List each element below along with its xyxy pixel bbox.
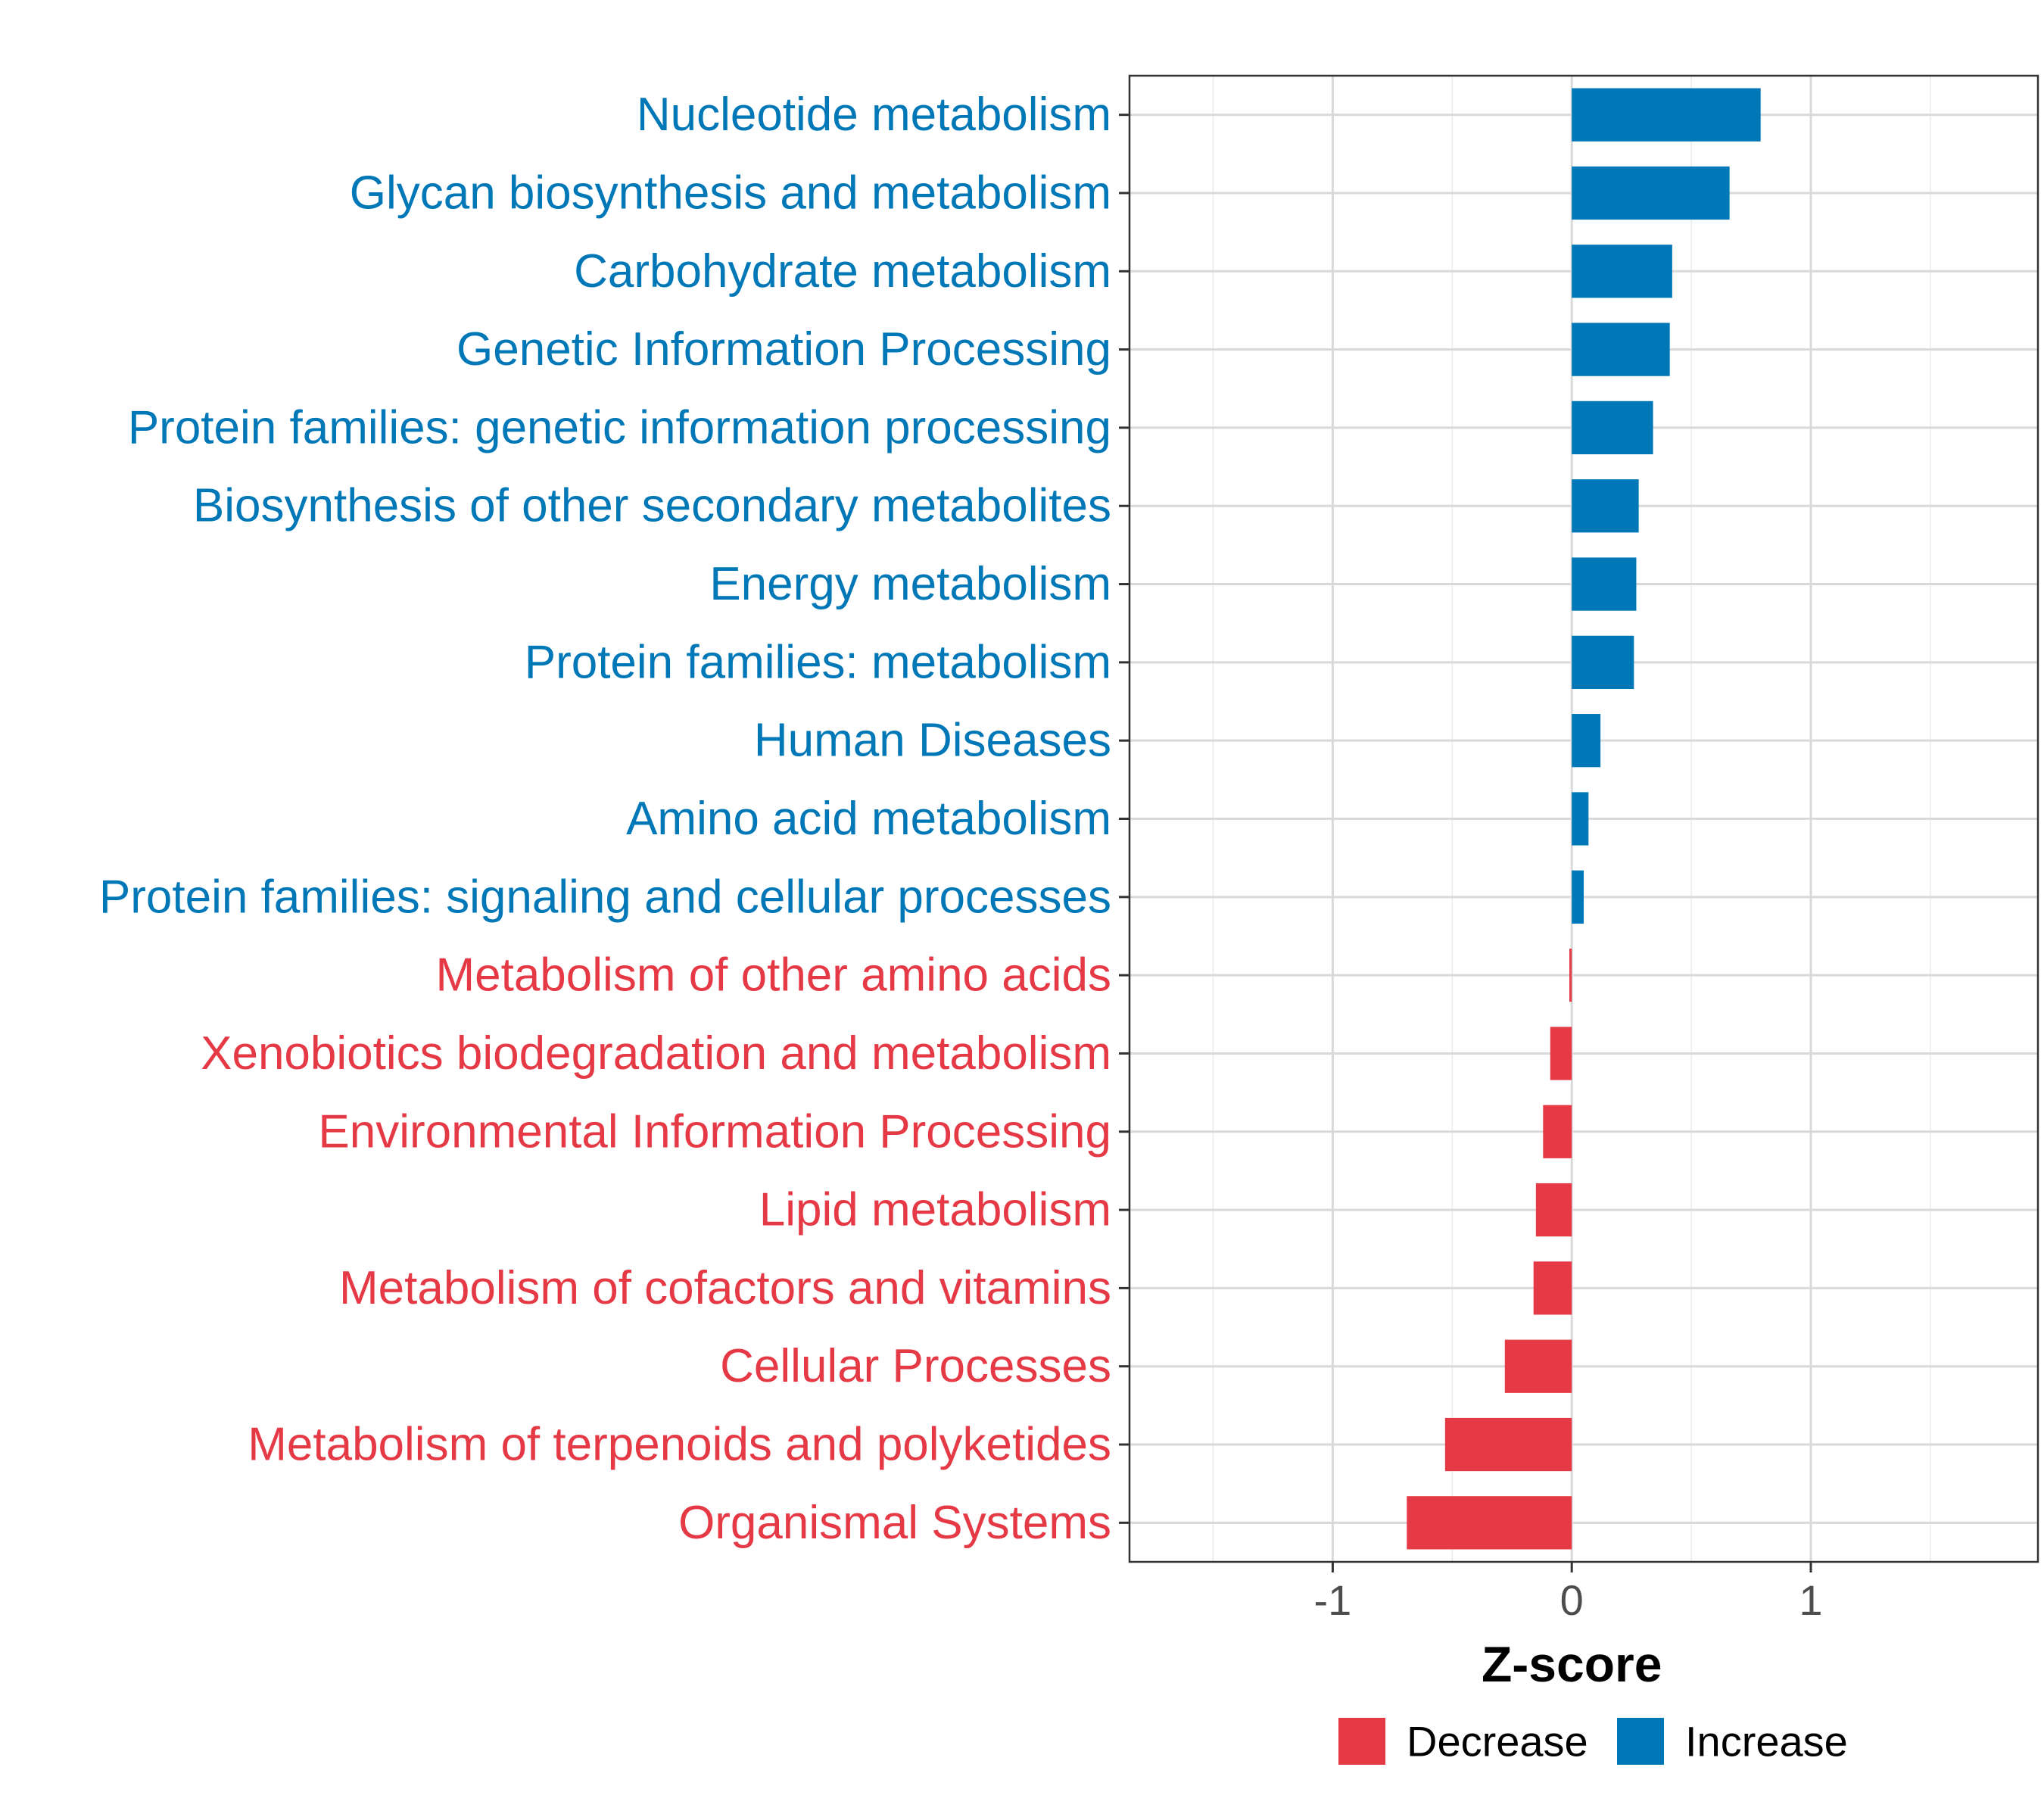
bar (1535, 1183, 1572, 1237)
y-tick-label: Energy metabolism (709, 558, 1111, 610)
y-tick-label: Protein families: signaling and cellular… (99, 871, 1111, 923)
bar (1550, 1027, 1572, 1080)
x-axis: -1 0 1 (1314, 1562, 1823, 1624)
y-tick-label: Organismal Systems (678, 1497, 1111, 1549)
bar (1572, 557, 1637, 611)
y-tick-label: Metabolism of terpenoids and polyketides (248, 1419, 1111, 1471)
y-tick-label: Metabolism of cofactors and vitamins (339, 1262, 1111, 1314)
bar (1572, 88, 1761, 142)
y-tick-label: Glycan biosynthesis and metabolism (350, 167, 1111, 219)
bar (1543, 1105, 1572, 1158)
bar (1572, 245, 1672, 298)
y-axis: Nucleotide metabolism Glycan biosynthesis… (99, 89, 1129, 1549)
y-tick-label: Protein families: genetic information pr… (128, 401, 1111, 453)
y-tick-label: Amino acid metabolism (626, 793, 1111, 845)
bar (1572, 870, 1584, 924)
y-tick-label: Nucleotide metabolism (637, 89, 1111, 141)
legend-swatch-decrease (1338, 1718, 1385, 1765)
y-tick-label: Carbohydrate metabolism (574, 245, 1111, 298)
bar (1572, 792, 1589, 846)
y-tick-label: Xenobiotics biodegradation and metabolis… (201, 1027, 1111, 1080)
bar (1572, 714, 1601, 768)
bar (1444, 1417, 1572, 1472)
legend-swatch-increase (1617, 1718, 1664, 1765)
x-tick-label: 1 (1799, 1576, 1822, 1624)
x-axis-title: Z-score (1482, 1636, 1662, 1692)
legend-label-increase: Increase (1685, 1718, 1848, 1766)
legend-label-decrease: Decrease (1407, 1718, 1588, 1766)
y-tick-label: Biosynthesis of other secondary metaboli… (193, 480, 1111, 532)
y-tick-label: Metabolism of other amino acids (435, 949, 1111, 1002)
y-tick-label: Protein families: metabolism (525, 636, 1111, 688)
x-tick-label: -1 (1314, 1576, 1352, 1624)
bar (1533, 1261, 1572, 1315)
bar (1572, 323, 1670, 376)
y-tick-label: Environmental Information Processing (318, 1105, 1111, 1158)
bar (1572, 635, 1634, 689)
x-tick-label: 0 (1560, 1576, 1584, 1624)
bar (1407, 1496, 1572, 1550)
bar (1572, 400, 1653, 455)
y-tick-label: Cellular Processes (720, 1340, 1111, 1392)
bar (1569, 949, 1572, 1002)
y-tick-label: Human Diseases (754, 715, 1111, 767)
bar (1504, 1339, 1572, 1393)
legend: Decrease Increase (1338, 1718, 1848, 1766)
y-tick-label: Genetic Information Processing (456, 323, 1111, 376)
bar (1572, 479, 1639, 533)
bars (1407, 88, 1761, 1550)
y-tick-label: Lipid metabolism (759, 1184, 1111, 1236)
bar (1572, 166, 1730, 220)
